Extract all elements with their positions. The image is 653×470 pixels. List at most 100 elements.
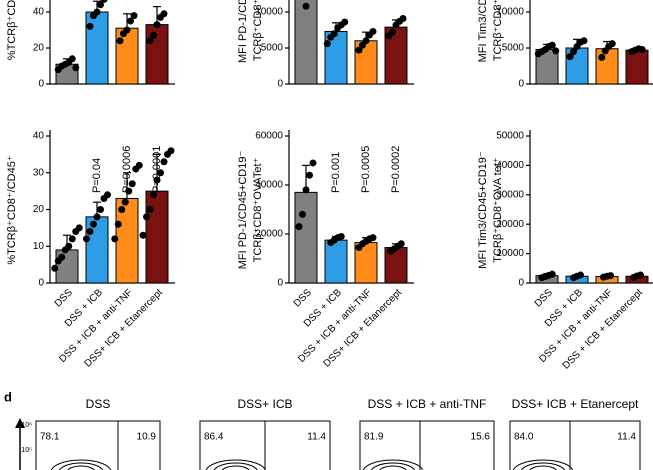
- data-point: [86, 22, 94, 30]
- quadrant-value: 81.9: [364, 432, 384, 443]
- y-tick-label: 0: [518, 278, 524, 289]
- contour: [529, 465, 557, 470]
- data-point: [167, 147, 175, 155]
- data-point: [90, 220, 97, 228]
- y-tick-label: 10000: [255, 7, 283, 18]
- data-point: [399, 14, 407, 22]
- y-axis-label: TCRβ⁺CD8⁺: [492, 0, 504, 61]
- y-axis-label: TCRβ⁺CD8⁺OVATet⁺: [252, 157, 264, 262]
- y-tick-label: 30000: [496, 189, 524, 200]
- plot-title: DSS+ ICB: [237, 397, 292, 411]
- data-point: [323, 40, 331, 48]
- quadrant-value: 78.1: [40, 432, 60, 443]
- data-point: [369, 234, 377, 242]
- data-point: [139, 231, 147, 239]
- data-point: [143, 213, 150, 221]
- plot-title: DSS+ ICB + Etanercept: [512, 397, 639, 411]
- bar: [595, 48, 619, 85]
- data-point: [566, 53, 574, 61]
- quadrant-value: 11.4: [307, 432, 326, 443]
- data-point: [65, 242, 73, 250]
- y-tick-label: 20000: [496, 219, 524, 230]
- data-point: [114, 220, 122, 228]
- contour: [67, 465, 95, 470]
- data-point: [157, 169, 164, 177]
- p-value: P=0.0002: [390, 146, 402, 193]
- data-point: [116, 37, 124, 45]
- axis-tick: 10⁶: [21, 422, 32, 429]
- y-tick-label: 20: [33, 204, 45, 215]
- y-tick-label: 60000: [255, 131, 283, 142]
- y-tick-label: 10: [33, 241, 45, 252]
- y-axis-label: %TCRβ⁺CD: [6, 0, 18, 60]
- data-point: [302, 2, 310, 10]
- p-value: P=0.001: [330, 152, 342, 193]
- quadrant-value: 86.4: [204, 432, 224, 443]
- data-point: [123, 26, 131, 34]
- bar: [625, 49, 649, 85]
- data-point: [397, 240, 405, 248]
- y-tick-label: 10000: [496, 7, 524, 18]
- contour: [59, 462, 104, 470]
- data-point: [548, 270, 556, 278]
- bar: [115, 27, 139, 85]
- contour: [379, 465, 407, 470]
- y-axis-label: TCRβ⁺CD8⁺OVA tet⁺: [492, 157, 504, 263]
- data-point: [104, 191, 111, 199]
- data-point: [337, 232, 345, 240]
- y-tick-label: 0: [277, 278, 283, 289]
- contour: [213, 462, 258, 470]
- axis-tick: 10⁵: [21, 447, 32, 454]
- data-point: [302, 186, 310, 194]
- data-point: [580, 37, 588, 45]
- data-point: [68, 235, 76, 243]
- data-point: [118, 206, 126, 213]
- data-point: [362, 37, 370, 45]
- quadrant-value: 11.4: [617, 432, 636, 443]
- data-point: [127, 17, 134, 25]
- quadrant-value: 10.9: [137, 432, 157, 443]
- data-point: [150, 31, 157, 39]
- data-point: [86, 228, 94, 236]
- data-point: [598, 53, 606, 61]
- y-tick-label: 10000: [496, 248, 524, 259]
- data-point: [125, 187, 133, 195]
- data-point: [153, 176, 161, 184]
- data-point: [548, 41, 556, 49]
- data-point: [93, 8, 101, 16]
- quadrant-value: 84.0: [514, 432, 534, 443]
- contour: [520, 462, 566, 470]
- p-value: P=0.0001: [151, 146, 163, 193]
- data-point: [577, 271, 584, 279]
- data-point: [369, 27, 377, 35]
- data-point: [150, 191, 157, 199]
- bar: [145, 190, 169, 284]
- contour: [512, 459, 574, 470]
- x-tick-label: DSS: [292, 287, 315, 310]
- contour: [370, 462, 416, 470]
- data-point: [153, 21, 161, 29]
- data-point: [121, 198, 129, 206]
- y-axis-label: %TCRβ⁺CD8⁺/CD45⁺: [6, 155, 18, 265]
- p-value: P=0.0005: [360, 146, 372, 193]
- y-tick-label: 40000: [496, 160, 524, 171]
- data-point: [299, 210, 306, 218]
- y-tick-label: 0: [38, 278, 44, 289]
- data-point: [128, 180, 136, 188]
- data-point: [160, 158, 168, 166]
- bar: [294, 191, 318, 284]
- y-tick-label: 50000: [496, 131, 524, 142]
- plot-frame: [35, 420, 161, 470]
- data-point: [100, 0, 108, 3]
- y-tick-label: 30: [33, 167, 45, 178]
- data-point: [552, 47, 560, 55]
- plot-frame: [509, 420, 641, 470]
- data-point: [608, 40, 616, 48]
- data-point: [111, 235, 119, 243]
- plot-frame: [359, 420, 495, 470]
- data-point: [135, 161, 143, 169]
- bar: [324, 239, 348, 284]
- x-tick-label: DSS: [533, 287, 556, 310]
- data-point: [607, 272, 614, 280]
- data-point: [51, 264, 59, 272]
